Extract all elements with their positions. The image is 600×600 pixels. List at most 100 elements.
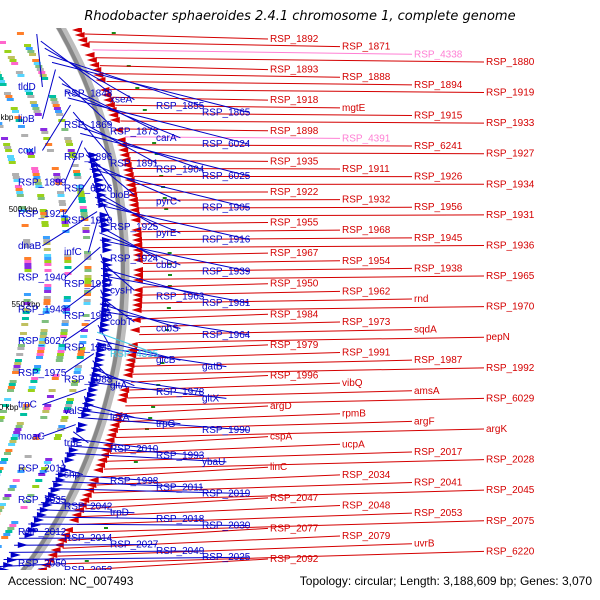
gene-label: RSP_1891: [110, 158, 159, 169]
leader-line: [83, 147, 112, 189]
minus-gene-arrow: [100, 317, 111, 323]
leader-line: [122, 128, 269, 132]
cog-block: [17, 470, 25, 473]
cog-block: [41, 221, 49, 224]
cog-block: [62, 311, 70, 314]
cog-block: [42, 236, 50, 239]
gene-label: bioB: [110, 190, 130, 201]
cog-block: [12, 371, 20, 374]
gene-label: RSP_2025: [202, 552, 251, 563]
cog-block: [42, 308, 50, 311]
kbp-label: 550 kbp: [12, 300, 41, 309]
gene-label: valS: [64, 406, 84, 417]
plus-gene-arrow: [126, 187, 137, 193]
cog-block: [55, 359, 63, 362]
cog-block: [5, 149, 13, 152]
plus-gene-arrow: [97, 457, 108, 463]
cog-block: [17, 344, 25, 347]
gene-label: RSP_2045: [486, 485, 535, 496]
gene-labels: RSP_1892 RSP_1871 RSP_4338 RSP_1880 RSP_1893…: [18, 34, 535, 595]
cog-block: [4, 146, 12, 149]
cog-block: [38, 344, 46, 347]
gene-label: rnd: [414, 294, 428, 305]
gene-label: RSP_1926: [414, 172, 463, 183]
minus-gene-arrow: [76, 427, 87, 433]
cog-block: [0, 509, 3, 512]
cog-block: [10, 107, 18, 110]
minus-gene-arrow: [93, 172, 104, 178]
cog-block: [14, 362, 22, 365]
plus-gene-arrow: [79, 42, 90, 48]
plus-gene-arrow: [120, 157, 131, 163]
cog-block: [16, 194, 24, 197]
plus-gene-arrow: [106, 432, 117, 438]
leader-line: [139, 329, 413, 336]
cog-block: [80, 215, 88, 218]
leader-line: [78, 416, 249, 431]
minus-gene-arrow: [90, 377, 101, 383]
cog-block: [38, 71, 46, 74]
leader-line: [106, 451, 413, 462]
leader-line: [97, 324, 112, 348]
gene-label: RSP_1925: [110, 222, 159, 233]
gc-tick: [166, 307, 171, 309]
gene-label: RSP_1981: [202, 298, 251, 309]
gene-label: RSP_1916: [202, 235, 251, 246]
cog-block: [53, 437, 61, 440]
cog-block: [17, 125, 25, 128]
cog-block: [75, 365, 83, 368]
plus-gene-arrow: [103, 97, 114, 103]
plus-gene-arrow: [130, 217, 141, 223]
leader-line: [115, 428, 485, 438]
cog-block: [8, 161, 16, 164]
minus-gene-arrow: [97, 342, 108, 348]
cog-block: [31, 377, 39, 380]
cog-block: [24, 500, 32, 503]
cog-block: [38, 473, 46, 476]
plus-gene-arrow: [132, 267, 143, 273]
cog-block: [76, 185, 84, 188]
gene-label: RSP_2014: [64, 533, 113, 544]
cog-block: [4, 398, 12, 401]
gene-label: RSP_2027: [110, 540, 159, 551]
cog-block: [12, 479, 20, 482]
plus-gene-arrow: [81, 492, 92, 498]
cog-block: [21, 317, 29, 320]
leader-line: [127, 144, 413, 147]
cog-block: [76, 356, 84, 359]
plus-gene-arrow: [109, 117, 120, 123]
gene-label: RSP_1948: [18, 304, 67, 315]
gc-tick: [97, 538, 102, 540]
cog-block: [24, 257, 32, 260]
minus-gene-arrow: [99, 212, 110, 218]
gene-label: RSP_1922: [270, 187, 319, 198]
minus-gene-arrow: [88, 387, 99, 393]
gene-label: RSP_1975: [18, 368, 67, 379]
cog-block: [42, 410, 50, 413]
gene-label: RSP_1957: [64, 279, 113, 290]
cog-block: [23, 302, 31, 305]
leader-line: [131, 374, 269, 383]
cog-block: [54, 179, 62, 182]
leader-line: [142, 283, 269, 288]
cog-block: [19, 206, 27, 209]
kbp-label: 600 kbp: [0, 403, 19, 412]
gene-label: lipB: [18, 114, 35, 125]
cog-block: [14, 359, 22, 362]
cog-block: [44, 290, 52, 293]
cog-block: [69, 155, 77, 158]
plus-gene-arrow: [129, 327, 140, 333]
gene-label: RSP_1985: [64, 343, 113, 354]
cog-block: [82, 230, 90, 233]
cog-block: [43, 239, 51, 242]
minus-gene-arrow: [30, 522, 41, 528]
gene-label: RSP_1984: [270, 309, 319, 320]
cog-block: [63, 308, 71, 311]
minus-gene-arrow: [96, 347, 107, 353]
cog-block: [77, 194, 85, 197]
leader-line: [123, 405, 269, 415]
cog-block: [16, 32, 24, 35]
cog-block: [12, 173, 20, 176]
minus-gene-arrow: [92, 167, 103, 173]
leader-line: [67, 445, 203, 457]
